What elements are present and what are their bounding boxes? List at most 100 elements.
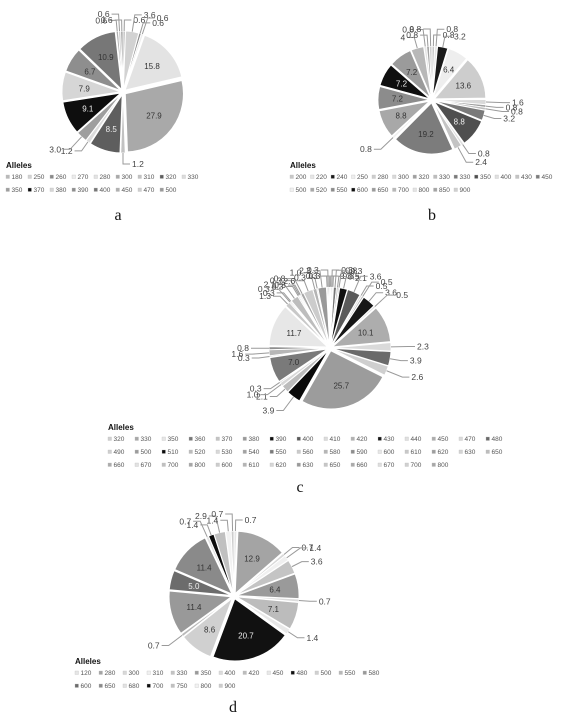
pie-d-legend-label: 900 [225, 683, 236, 690]
pie-c-leader-line [287, 284, 301, 295]
pie-c-legend-swatch [485, 436, 490, 441]
pie-a-data-label: 6.7 [84, 67, 96, 76]
pie-c-leader-line [332, 275, 341, 288]
pie-c-legend-swatch [323, 449, 328, 454]
pie-c-leader-line [322, 275, 330, 288]
pie-a-legend-label: 400 [100, 187, 111, 194]
pie-c-legend-label: 530 [222, 449, 233, 456]
pie-d-legend-label: 400 [225, 670, 236, 677]
pie-d-legend-swatch [242, 670, 247, 675]
pie-c-leader-line [245, 352, 270, 355]
pie-c-data-label: 0.5 [396, 290, 408, 300]
pie-b-leader-line [407, 36, 418, 49]
pie-b-legend-swatch [433, 187, 438, 192]
pie-d-legend-swatch [146, 683, 151, 688]
pie-d-data-label: 5.0 [188, 582, 200, 591]
pie-c-data-label: 1.0 [290, 267, 302, 277]
pie-c-slice-390 [330, 287, 348, 346]
pie-a-data-label: 3.6 [144, 10, 156, 20]
pie-c-legend-label: 470 [465, 436, 476, 443]
pie-d-legend-label: 350 [201, 670, 212, 677]
pie-c-leader-line [271, 288, 291, 303]
pie-c-leader-line [338, 270, 349, 288]
pie-c-legend-label: 510 [168, 449, 179, 456]
pie-c-legend-swatch [431, 462, 436, 467]
pie-a-slice-370 [62, 92, 122, 133]
pie-c-legend-swatch [269, 462, 274, 467]
pie-d-legend-swatch [314, 670, 319, 675]
pie-c-leader-line [334, 269, 344, 288]
pie-c-leader-line [287, 278, 303, 294]
pie-c-legend-label: 590 [357, 449, 368, 456]
pie-c-legend-label: 800 [195, 462, 206, 469]
pie-c-leader-line [389, 358, 408, 362]
pie-d-data-label: 12.9 [244, 555, 260, 564]
pie-a-leader-line [74, 141, 89, 152]
pie-b-leader-line [457, 147, 474, 163]
pie-c-legend-swatch [188, 449, 193, 454]
pie-b-legend-title: Alleles [290, 161, 316, 170]
pie-b-legend-label: 500 [296, 187, 307, 194]
pie-c-legend-swatch [377, 436, 382, 441]
pie-d-slice-580 [168, 590, 233, 634]
pie-d-data-label: 0.7 [319, 596, 331, 606]
pie-c-legend-swatch [161, 449, 166, 454]
pie-c-legend-swatch [323, 436, 328, 441]
pie-d-legend-label: 420 [249, 670, 260, 677]
pie-c-legend-label: 320 [114, 436, 125, 443]
pie-d-legend-label: 330 [177, 670, 188, 677]
pie-b-legend-swatch [474, 174, 479, 179]
pie-b-leader-line [442, 35, 452, 48]
pie-d-legend-swatch [218, 670, 223, 675]
pie-c-data-label: 0.3 [342, 271, 354, 281]
pie-d-legend-swatch [194, 683, 199, 688]
pie-c-leader-line [276, 396, 294, 411]
pie-a-legend-swatch [159, 187, 164, 192]
pie-b-legend-swatch [351, 187, 356, 192]
pie-d-legend-label: 700 [153, 683, 164, 690]
pie-c-data-label: 2.6 [411, 372, 423, 382]
pie-b-data-label: 19.2 [418, 130, 434, 139]
pie-b-leader-line [485, 101, 510, 104]
pie-c-data-label: 1.0 [247, 390, 259, 400]
pie-b-slice-250 [433, 48, 468, 98]
pie-d-legend-swatch [362, 670, 367, 675]
pie-c-legend-label: 600 [222, 462, 233, 469]
pie-d-legend-label: 580 [369, 670, 380, 677]
pie-d-legend-swatch [194, 670, 199, 675]
pie-b-legend-label: 900 [460, 187, 471, 194]
pie-b-data-label: 2.4 [475, 157, 487, 167]
pie-a-legend-swatch [5, 174, 10, 179]
pie-chart-c: 0.30.30.30.80.50.32.1 3.60.50.53.6 0.510.1… [107, 265, 503, 496]
pie-d-slice-480 [212, 598, 286, 662]
pie-a-data-label: 8.5 [106, 125, 118, 134]
pie-b-legend-label: 300 [398, 174, 409, 181]
pie-b-legend-swatch [433, 174, 438, 179]
pie-chart-a: 0.63.60.60.615.827.91.28.51.23.09.17.96.… [5, 9, 199, 224]
pie-b-leader-line [432, 34, 441, 47]
pie-c-legend-label: 330 [141, 436, 152, 443]
pie-b-data-label: 0.8 [406, 30, 418, 40]
pie-a-slice-250 [123, 30, 140, 90]
pie-c-legend-label: 670 [141, 462, 152, 469]
pie-d-legend-title: Alleles [75, 657, 101, 666]
pie-b-legend-label: 280 [378, 174, 389, 181]
pie-c-legend-label: 560 [303, 449, 314, 456]
pie-c-data-label: 0.3 [258, 284, 270, 294]
pie-b-slice-350 [433, 100, 483, 144]
pie-d-legend-label: 680 [129, 683, 140, 690]
pie-d-data-label: 7.1 [268, 605, 280, 614]
pie-a-legend-label: 350 [12, 187, 23, 194]
pie-c-legend-label: 610 [411, 449, 422, 456]
pie-b-data-label: 1.6 [512, 98, 524, 108]
pie-a-data-label: 7.9 [79, 84, 91, 93]
pie-b-data-label: 8.8 [454, 117, 466, 126]
pie-b-legend-label: 650 [378, 187, 389, 194]
pie-c-data-label: 3.9 [262, 405, 274, 415]
pie-b-legend-swatch [330, 187, 335, 192]
pie-a-legend-label: 180 [12, 174, 23, 181]
pie-a-legend-label: 500 [166, 187, 177, 194]
pie-c-leader-line [277, 284, 295, 299]
pie-a-legend-label: 270 [78, 174, 89, 181]
pie-b-legend-label: 430 [521, 174, 532, 181]
